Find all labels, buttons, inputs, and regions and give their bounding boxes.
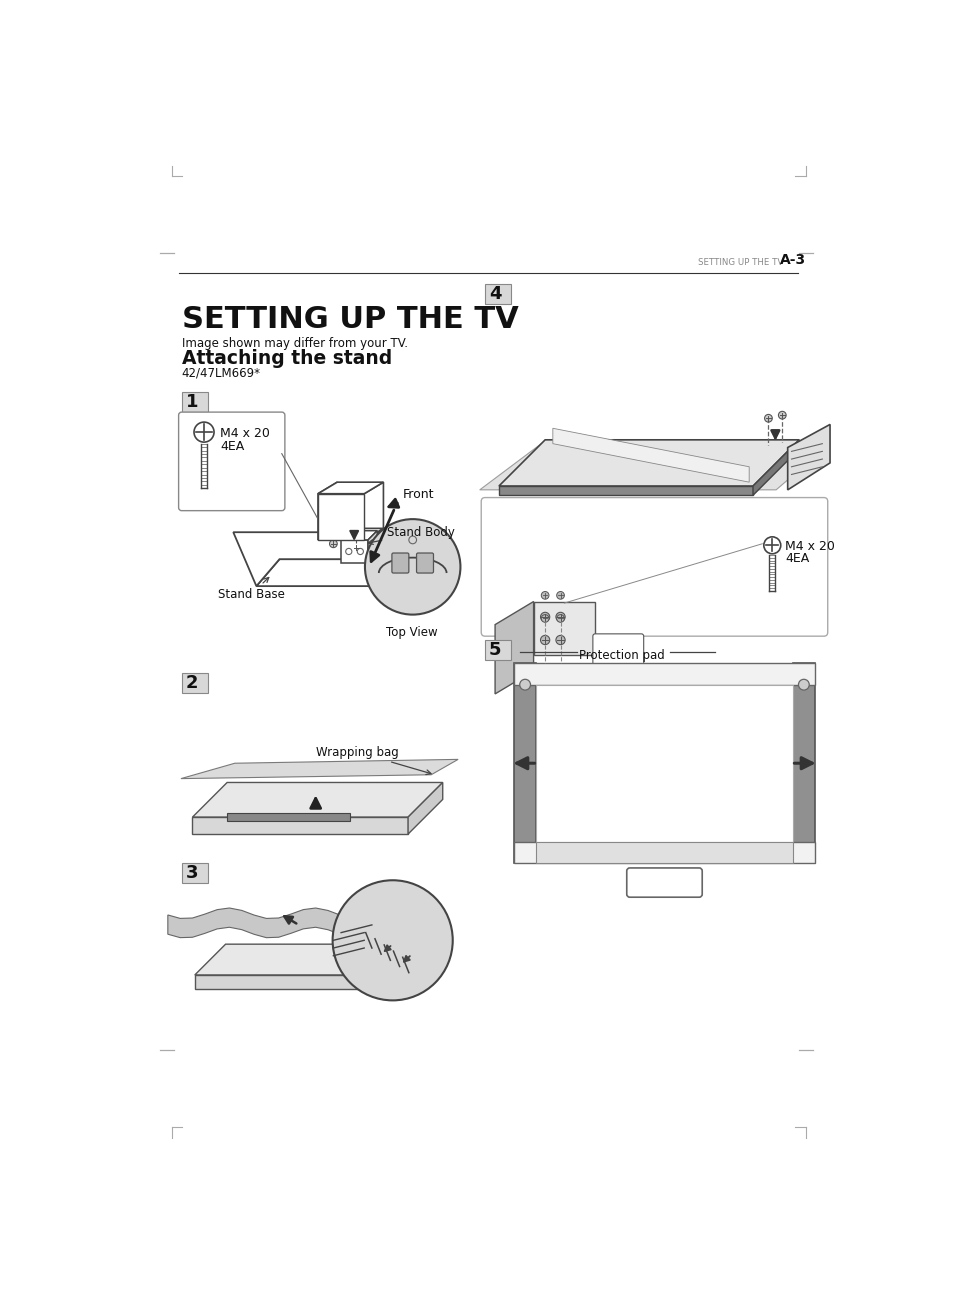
FancyBboxPatch shape (514, 842, 814, 864)
FancyBboxPatch shape (536, 842, 792, 864)
Circle shape (763, 414, 772, 422)
Polygon shape (379, 944, 410, 989)
Polygon shape (495, 602, 533, 695)
FancyBboxPatch shape (484, 284, 511, 305)
Circle shape (540, 635, 549, 644)
Circle shape (365, 519, 460, 615)
Polygon shape (168, 908, 426, 937)
Polygon shape (256, 559, 440, 586)
Polygon shape (194, 975, 379, 989)
Polygon shape (317, 482, 336, 540)
Circle shape (333, 880, 453, 1001)
Text: Stand Base: Stand Base (217, 577, 284, 600)
FancyBboxPatch shape (227, 813, 350, 821)
Polygon shape (498, 485, 752, 496)
Circle shape (556, 635, 564, 644)
Circle shape (540, 591, 548, 599)
FancyBboxPatch shape (592, 634, 643, 665)
Circle shape (778, 412, 785, 420)
Polygon shape (364, 482, 383, 540)
Text: A-3: A-3 (780, 253, 805, 267)
Polygon shape (181, 759, 457, 778)
Text: 2: 2 (185, 674, 198, 692)
Polygon shape (341, 531, 376, 540)
Circle shape (540, 615, 548, 622)
Text: 3: 3 (185, 865, 198, 882)
Text: Image shown may differ from your TV.: Image shown may differ from your TV. (181, 337, 407, 350)
Polygon shape (317, 528, 383, 540)
FancyBboxPatch shape (626, 868, 701, 897)
Polygon shape (752, 440, 799, 496)
Circle shape (353, 544, 360, 551)
Circle shape (519, 679, 530, 691)
Text: Stand Body: Stand Body (368, 525, 455, 545)
Polygon shape (408, 782, 442, 834)
Polygon shape (552, 429, 748, 482)
Polygon shape (193, 782, 442, 817)
FancyBboxPatch shape (416, 553, 433, 573)
Circle shape (540, 612, 549, 621)
Circle shape (557, 591, 564, 599)
Polygon shape (479, 444, 829, 489)
Polygon shape (368, 531, 376, 563)
FancyBboxPatch shape (181, 392, 208, 412)
FancyBboxPatch shape (484, 640, 511, 660)
Text: 4: 4 (489, 285, 501, 303)
FancyBboxPatch shape (792, 664, 814, 864)
Polygon shape (787, 425, 829, 489)
Circle shape (798, 679, 808, 691)
FancyBboxPatch shape (181, 864, 208, 883)
Text: M4 x 20: M4 x 20 (220, 427, 270, 440)
FancyBboxPatch shape (514, 664, 536, 864)
Text: 42/47LM669*: 42/47LM669* (181, 367, 260, 380)
Polygon shape (193, 817, 408, 834)
Circle shape (557, 615, 564, 622)
Text: Protection pad: Protection pad (578, 649, 664, 662)
Circle shape (556, 612, 564, 621)
Text: 1: 1 (185, 392, 198, 411)
Polygon shape (533, 602, 595, 656)
Text: 4EA: 4EA (220, 440, 244, 453)
Circle shape (193, 422, 213, 442)
Text: M4 x 20: M4 x 20 (784, 540, 835, 553)
Text: Top View: Top View (385, 626, 436, 639)
Text: Front: Front (389, 488, 434, 507)
Text: 4EA: 4EA (784, 553, 809, 565)
Text: Attaching the stand: Attaching the stand (181, 349, 392, 368)
Circle shape (763, 537, 780, 554)
Polygon shape (194, 944, 410, 975)
FancyBboxPatch shape (178, 412, 285, 511)
Text: 5: 5 (489, 642, 501, 658)
Polygon shape (317, 482, 383, 493)
FancyBboxPatch shape (536, 684, 792, 842)
FancyBboxPatch shape (341, 540, 368, 563)
Text: SETTING UP THE TV: SETTING UP THE TV (181, 305, 517, 334)
Circle shape (329, 540, 336, 547)
Polygon shape (498, 440, 799, 485)
Text: SETTING UP THE TV: SETTING UP THE TV (697, 258, 782, 267)
Polygon shape (233, 532, 433, 586)
FancyBboxPatch shape (392, 553, 409, 573)
FancyBboxPatch shape (480, 497, 827, 636)
Polygon shape (317, 493, 364, 540)
FancyBboxPatch shape (181, 673, 208, 693)
Text: Wrapping bag: Wrapping bag (315, 745, 431, 775)
FancyBboxPatch shape (514, 664, 814, 684)
